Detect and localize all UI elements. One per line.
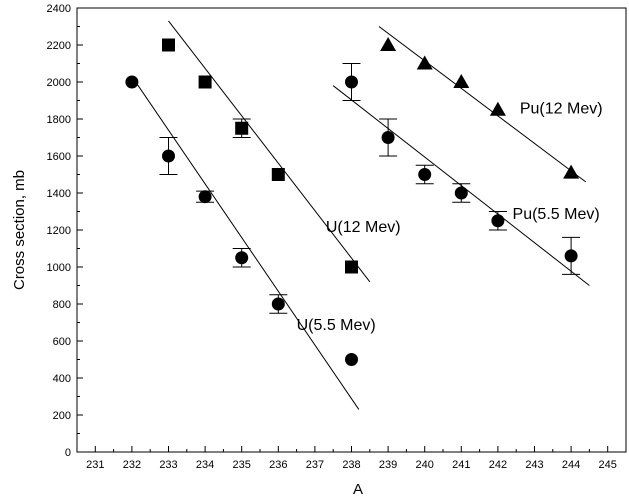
x-axis-title: A <box>353 481 363 498</box>
y-tick-label: 1000 <box>47 262 71 274</box>
x-axis-ticks: 231 232 233 234 235 236 237 238 239 240 241 242 243 2… <box>76 446 627 471</box>
data-point-circle <box>564 249 578 263</box>
y-tick-label: 600 <box>53 336 71 348</box>
fit-lines <box>131 20 590 410</box>
series-label: Pu(5.5 Mev) <box>513 206 600 223</box>
y-tick-label: 1600 <box>47 151 71 163</box>
y-tick-label: 2200 <box>47 40 71 52</box>
series-label: U(12 Mev) <box>326 219 401 236</box>
data-point-triangle <box>563 164 580 179</box>
x-tick-label: 238 <box>342 459 360 471</box>
x-tick-label: 233 <box>159 459 177 471</box>
y-tick-label: 800 <box>53 299 71 311</box>
y-tick-label: 200 <box>53 410 71 422</box>
data-point-circle <box>271 297 285 311</box>
data-point-circle <box>345 353 358 366</box>
data-point-circle <box>491 214 505 228</box>
series-label: U(5.5 Mev) <box>297 317 376 334</box>
series-annotations: U(12 Mev) U(5.5 Mev) Pu(12 Mev) Pu(5.5 Mev) <box>297 100 603 333</box>
data-point-circle <box>454 186 468 200</box>
data-point-square <box>162 38 175 52</box>
fit-line <box>131 76 360 410</box>
data-point-circle <box>162 149 175 163</box>
data-point-triangle <box>453 74 470 88</box>
fit-line <box>168 20 371 283</box>
x-tick-label: 241 <box>452 459 470 471</box>
y-tick-label: 2000 <box>47 77 71 89</box>
x-tick-label: 242 <box>489 459 507 471</box>
y-tick-label: 400 <box>53 373 71 385</box>
data-point-circle <box>381 131 395 144</box>
data-point-square <box>345 260 358 274</box>
x-tick-label: 234 <box>196 459 214 471</box>
x-tick-label: 231 <box>86 459 104 471</box>
data-point-circle <box>345 75 358 89</box>
data-point-circle <box>198 190 212 204</box>
x-tick-label: 244 <box>562 459 580 471</box>
data-markers <box>125 37 581 366</box>
data-point-triangle <box>416 55 433 70</box>
y-tick-label: 0 <box>65 447 71 459</box>
data-point-circle <box>125 75 139 89</box>
data-point-square <box>198 75 212 89</box>
y-tick-label: 1200 <box>47 225 71 237</box>
fit-line <box>378 26 587 183</box>
y-axis-ticks: 0 200 400 600 800 1000 1200 1400 1600 1800 2000 220… <box>47 3 83 459</box>
x-tick-label: 243 <box>525 459 543 471</box>
y-tick-label: 1400 <box>47 188 71 200</box>
x-tick-label: 239 <box>379 459 397 471</box>
x-tick-label: 232 <box>123 459 141 471</box>
x-tick-label: 245 <box>599 459 617 471</box>
series-label: Pu(12 Mev) <box>520 100 603 117</box>
x-tick-label: 240 <box>416 459 434 471</box>
y-axis-title: Cross section, mb <box>11 170 28 290</box>
data-point-triangle <box>489 101 506 116</box>
data-point-square <box>271 168 285 181</box>
data-point-triangle <box>380 37 397 51</box>
x-tick-label: 236 <box>269 459 287 471</box>
x-tick-label: 235 <box>233 459 251 471</box>
data-point-circle <box>235 251 249 265</box>
data-point-circle <box>418 168 432 181</box>
data-point-square <box>235 121 249 135</box>
y-tick-label: 2400 <box>47 3 71 15</box>
x-tick-label: 237 <box>306 459 324 471</box>
y-tick-label: 1800 <box>47 114 71 126</box>
